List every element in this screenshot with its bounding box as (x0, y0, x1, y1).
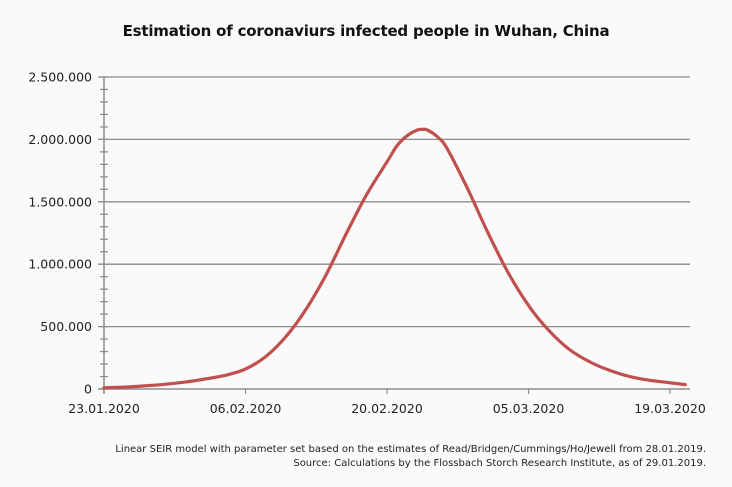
footnote-source: Source: Calculations by the Flossbach St… (293, 458, 706, 469)
y-tick-label: 0 (84, 382, 92, 397)
series-group (102, 127, 687, 390)
x-tick-label: 23.01.2020 (68, 401, 140, 416)
y-tick-label: 1.000.000 (28, 257, 92, 272)
footnote-model: Linear SEIR model with parameter set bas… (115, 444, 706, 455)
x-axis: 23.01.2020 06.02.2020 20.02.2020 05.03.2020… (68, 388, 706, 416)
chart-title: Estimation of coronaviurs infected peopl… (122, 22, 610, 40)
x-tick-label: 06.02.2020 (210, 401, 282, 416)
gridlines (98, 76, 690, 328)
series-line-infected (102, 127, 687, 390)
x-tick-label: 20.02.2020 (351, 401, 423, 416)
y-axis: 0 500.000 1.000.000 1.500.000 2.000.000 2.500… (28, 70, 108, 397)
x-tick-label: 19.03.2020 (634, 401, 706, 416)
y-tick-label: 2.500.000 (28, 70, 92, 85)
x-tick-label: 05.03.2020 (493, 401, 565, 416)
y-tick-label: 500.000 (40, 319, 92, 334)
y-tick-label: 2.000.000 (28, 132, 92, 147)
y-tick-label: 1.500.000 (28, 194, 92, 209)
